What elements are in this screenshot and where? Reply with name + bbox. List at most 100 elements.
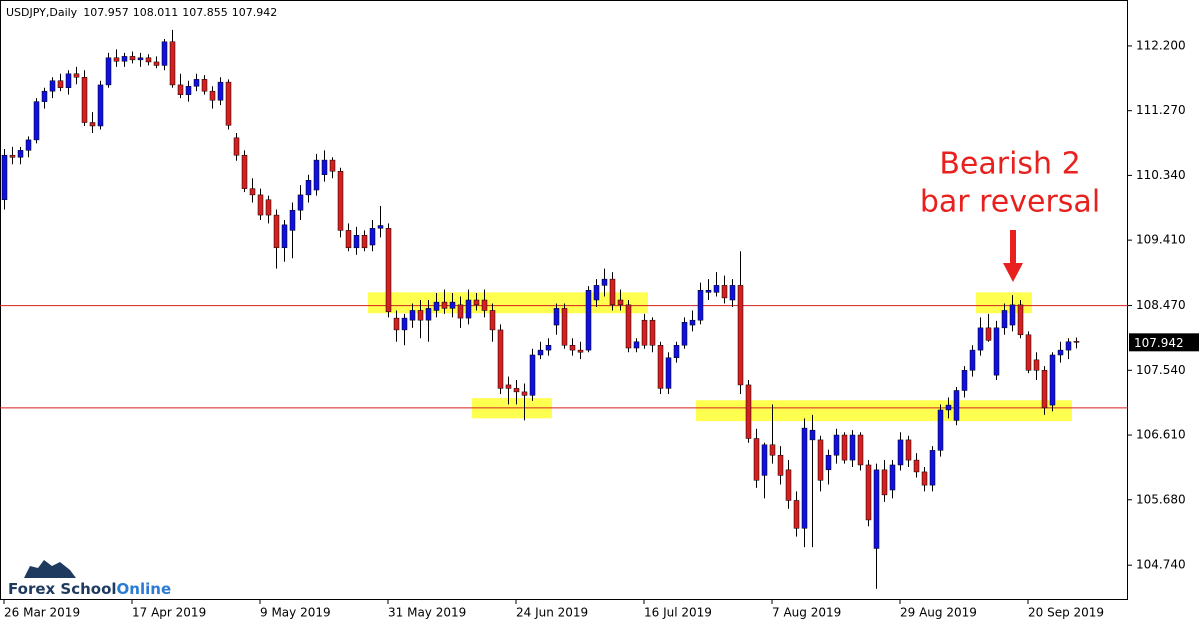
candle-body [937,409,944,451]
candle-body [1057,349,1064,356]
candle-body [785,469,792,501]
candle-body [121,56,128,62]
candle-body [217,81,224,101]
candle-body [769,444,776,456]
candle-body [33,101,40,141]
brand-online: Online [117,580,172,598]
candle-body [1,154,8,201]
zone [368,292,648,314]
candle-body [737,285,744,386]
y-tick-label: 109.410 [1136,233,1186,247]
candle-body [681,322,688,346]
candle-body [273,214,280,249]
annotation: bar reversal [920,185,1100,220]
candle-body [473,299,480,306]
logo-icon [24,560,76,578]
candle-body [449,301,456,309]
y-tick-label: 108.470 [1136,298,1186,312]
candle-body [353,235,360,249]
header: USDJPY,Daily 107.957 108.011 107.855 107.942 [6,6,277,19]
candle-body [57,80,64,88]
y-tick-label: 110.340 [1136,168,1186,182]
high-value: 108.011 [133,6,179,19]
candle-body [985,327,992,341]
candle-body [857,434,864,466]
candle-body [249,188,256,196]
candle-body [417,310,424,321]
x-tick-label: 20 Sep 2019 [1028,606,1104,620]
candle-body [873,469,880,549]
x-tick-label: 9 May 2019 [260,606,331,620]
candle-body [545,344,552,351]
candle-body [1033,359,1040,371]
candle-body [649,319,656,346]
candle-body [1065,341,1072,351]
candle-body [953,390,960,421]
candle-body [305,180,312,196]
candle-body [825,454,832,471]
candle-body [1049,354,1056,406]
candle-body [457,304,464,319]
candle-body [209,90,216,101]
candle-body [345,230,352,249]
low-value: 107.855 [182,6,228,19]
candle-body [897,439,904,466]
brand: Forex SchoolOnline [8,580,171,598]
candle-body [977,327,984,351]
candle-body [657,344,664,389]
x-tick-label: 24 Jun 2019 [516,606,588,620]
candle-body [521,391,528,396]
candle-body [105,57,112,86]
candle-body [913,459,920,473]
candle-body [665,357,672,389]
candle-body [161,41,168,66]
candle-body [25,139,32,151]
candle-body [265,199,272,216]
candle-body [1009,304,1016,326]
candle-body [697,290,704,321]
candle-body [641,319,648,346]
candle-body [113,57,120,62]
candle-body [777,454,784,476]
candle-body [257,194,264,216]
candle-body [321,159,328,175]
y-tick-label: 105.680 [1136,492,1186,506]
candle-body [569,344,576,351]
candle-body [801,427,808,529]
y-tick-label: 107.540 [1136,363,1186,377]
candle-body [969,349,976,371]
candle-body [505,384,512,389]
candle-body [553,308,560,326]
logo: Forex SchoolOnline [8,560,171,598]
candle-body [297,194,304,211]
candle-body [73,73,80,78]
candle-body [81,77,88,123]
candle-body [1073,341,1080,343]
candle-body [1025,334,1032,371]
candle-body [97,84,104,127]
candle-body [289,209,296,231]
candle-body [433,301,440,311]
candle-body [833,434,840,456]
candle-body [577,349,584,353]
candle-body [673,344,680,359]
price-label-box [1129,333,1199,352]
candle-body [537,349,544,356]
candle-body [841,434,848,461]
candle-body [465,299,472,319]
candle-body [1017,304,1024,336]
candle-body [905,439,912,461]
zone [696,400,1072,422]
x-tick-label: 16 Jul 2019 [644,606,712,620]
candle-body [369,228,376,246]
candle-body [961,370,968,391]
candle-body [17,150,24,158]
candle-body [65,73,72,88]
candle-body [41,90,48,102]
candle-body [929,450,936,486]
candle-body [1041,370,1048,409]
candle-body [561,308,568,346]
candle-body [609,278,616,306]
y-tick-label: 104.740 [1136,558,1186,572]
candle-body [625,304,632,349]
